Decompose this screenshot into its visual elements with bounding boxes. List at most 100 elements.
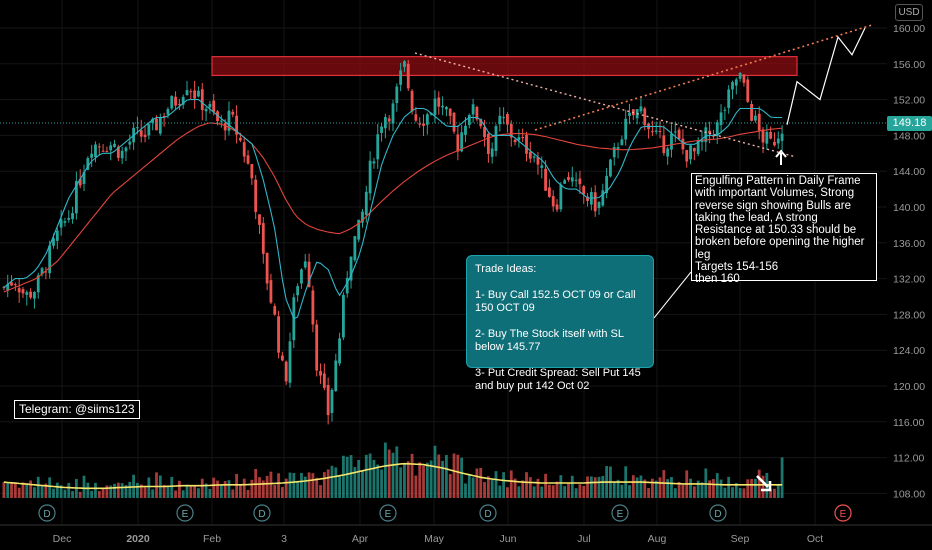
candle-body [445,107,448,110]
candle-body [36,275,40,293]
volume-bar [204,483,208,498]
volume-bar [197,488,200,498]
volume-bar [475,468,479,498]
candle-body [322,373,326,388]
volume-bar [528,477,532,498]
volume-bar [242,478,246,498]
volume-bar [174,490,177,498]
volume-bar [731,487,734,498]
price-axis: 160.00 156.00 152.00 148.00 144.00 140.00 136.… [893,23,925,500]
volume-bar [208,488,212,498]
volume-bar [544,473,547,498]
volume-bar [361,470,364,498]
volume-bar [334,467,338,498]
candle-body [483,126,486,138]
event-marker-label: D [43,509,50,520]
resistance-zone [211,56,798,77]
candle-body [143,134,147,138]
volume-bar [452,453,456,498]
candle-body [593,192,597,212]
candle-body [330,389,334,414]
candle-body [128,141,132,145]
volume-bar [311,473,315,498]
volume-bar [277,473,280,498]
volume-bar [460,457,464,498]
price-tick-label: 112.00 [893,453,924,465]
volume-bar [391,452,395,498]
candle-body [345,277,349,294]
candle-body [113,143,116,147]
volume-bar [532,486,536,498]
volume-bar [307,472,311,498]
volume-bar [17,487,21,498]
candlesticks [2,59,784,425]
upper-trendline [534,24,873,131]
candle-body [567,176,570,180]
volume-bar [742,488,746,498]
volume-bar [44,483,48,498]
volume-bar [437,454,441,498]
analysis-callout: Engulfing Pattern in Daily Frame with im… [691,173,877,285]
candle-body [708,130,712,134]
fast-moving-average [3,99,783,320]
volume-bars [2,442,784,498]
candle-body [55,230,59,241]
time-tick-label: Oct [807,533,823,545]
candle-body [414,114,418,121]
volume-bar [326,469,330,498]
volume-bar [761,475,765,498]
event-marker [379,504,397,522]
volume-bar [357,459,361,498]
candle-body [620,139,624,146]
candle-body [570,177,574,182]
candle-body [139,130,143,137]
candle-body [704,127,708,143]
candle-body [63,221,67,223]
volume-bar [776,483,780,498]
time-axis: Dec 2020 Feb 3 Apr May Jun Jul Aug Sep Oct [0,524,932,545]
candle-body [284,361,288,382]
volume-bar [422,465,425,498]
candle-body [502,117,506,119]
candle-body [742,74,746,83]
event-marker-label: D [484,509,491,520]
candle-body [734,79,738,86]
volume-bar [506,487,509,498]
candle-body [582,186,586,195]
event-marker [611,504,629,522]
candle-body [136,127,139,129]
projection-path [786,27,866,125]
candle-body [116,146,120,158]
volume-moving-average [3,462,783,490]
volume-bar [734,482,738,498]
volume-bar [677,481,681,498]
candle-body [712,135,715,137]
volume-bar [570,475,574,498]
candle-body [280,355,284,361]
candle-body [506,114,509,125]
candle-body [536,157,540,165]
price-tick-label: 128.00 [893,309,925,321]
price-tick-label: 120.00 [893,381,925,393]
candle-body [269,280,273,303]
price-tick-label: 140.00 [893,202,925,214]
volume-bar [124,485,128,498]
volume-bar [647,487,650,498]
volume-bar [21,482,25,498]
price-tick-label: 132.00 [893,274,925,286]
candle-body [338,338,341,364]
volume-bar [258,477,261,498]
volume-bar [456,454,460,498]
volume-bar [265,475,269,498]
candle-body [97,146,101,148]
time-tick-label: Sep [731,533,750,545]
candle-body [265,253,269,284]
candle-body [86,158,90,170]
trade-ideas-callout: Trade Ideas: 1- Buy Call 152.5 OCT 09 or… [466,255,654,392]
candle-body [357,219,361,240]
volume-bar [467,475,471,498]
volume-bar [567,482,570,498]
candle-body [498,115,502,125]
event-marker [479,504,497,522]
